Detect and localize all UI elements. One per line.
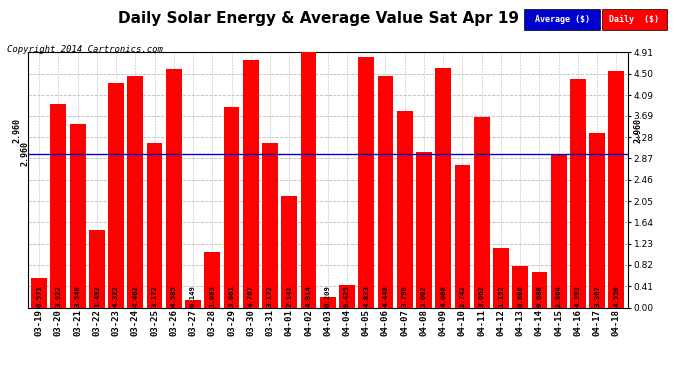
Text: 1.063: 1.063	[209, 285, 215, 307]
Bar	[531, 272, 547, 308]
Text: 3.790: 3.790	[402, 285, 408, 307]
Text: Copyright 2014 Cartronics.com: Copyright 2014 Cartronics.com	[7, 45, 163, 54]
Bar	[50, 104, 66, 308]
Text: 3.172: 3.172	[267, 285, 273, 307]
Text: 0.149: 0.149	[190, 285, 196, 307]
Bar	[416, 152, 432, 308]
Bar	[185, 300, 201, 307]
Bar	[474, 117, 490, 308]
Bar	[609, 71, 624, 308]
Text: 0.209: 0.209	[325, 285, 331, 307]
Text: 4.914: 4.914	[306, 285, 311, 307]
Bar	[166, 69, 181, 308]
Text: 0.425: 0.425	[344, 285, 350, 307]
Bar	[243, 60, 259, 308]
Text: 2.960: 2.960	[21, 141, 30, 166]
Bar	[70, 124, 86, 308]
Text: 4.767: 4.767	[248, 285, 254, 307]
Text: 3.922: 3.922	[55, 285, 61, 307]
Bar	[147, 143, 162, 308]
Text: Daily  ($): Daily ($)	[609, 15, 660, 24]
Bar	[455, 165, 471, 308]
Text: 0.806: 0.806	[517, 285, 523, 307]
Text: 4.585: 4.585	[171, 285, 177, 307]
Text: 4.550: 4.550	[613, 285, 620, 307]
Bar	[397, 111, 413, 308]
Text: 4.322: 4.322	[113, 285, 119, 307]
Text: 2.964: 2.964	[555, 285, 562, 307]
Bar	[512, 266, 528, 308]
Text: 4.393: 4.393	[575, 285, 581, 307]
Bar	[493, 248, 509, 308]
Text: 2.960: 2.960	[12, 117, 22, 142]
Text: 0.571: 0.571	[36, 285, 42, 307]
Text: 4.608: 4.608	[440, 285, 446, 307]
Bar	[570, 80, 586, 308]
Text: 4.823: 4.823	[363, 285, 369, 307]
Bar	[204, 252, 220, 308]
Text: Average ($): Average ($)	[535, 15, 590, 24]
Bar	[282, 196, 297, 308]
Text: 3.172: 3.172	[152, 285, 157, 307]
Bar	[377, 76, 393, 308]
Text: 0.688: 0.688	[536, 285, 542, 307]
Bar	[108, 83, 124, 308]
Text: 1.152: 1.152	[498, 285, 504, 307]
Bar	[339, 285, 355, 308]
Bar	[435, 68, 451, 308]
Bar	[89, 230, 105, 308]
Text: 2.960: 2.960	[633, 117, 643, 142]
Text: Daily Solar Energy & Average Value Sat Apr 19 06:11: Daily Solar Energy & Average Value Sat A…	[117, 11, 573, 26]
Bar	[320, 297, 335, 307]
Text: 4.462: 4.462	[132, 285, 139, 307]
Text: 3.861: 3.861	[228, 285, 235, 307]
Bar	[31, 278, 47, 308]
Text: 3.662: 3.662	[479, 285, 484, 307]
Text: 3.540: 3.540	[75, 285, 81, 307]
Bar	[551, 154, 566, 308]
Bar	[224, 107, 239, 307]
Text: 1.492: 1.492	[94, 285, 100, 307]
Bar	[358, 57, 374, 308]
Text: 4.448: 4.448	[382, 285, 388, 307]
Bar	[589, 133, 605, 308]
Bar	[262, 143, 278, 308]
Text: 2.742: 2.742	[460, 285, 466, 307]
Text: 2.141: 2.141	[286, 285, 293, 307]
Text: 3.367: 3.367	[594, 285, 600, 307]
Bar	[128, 76, 144, 307]
Text: 3.002: 3.002	[421, 285, 427, 307]
Bar	[301, 52, 317, 308]
